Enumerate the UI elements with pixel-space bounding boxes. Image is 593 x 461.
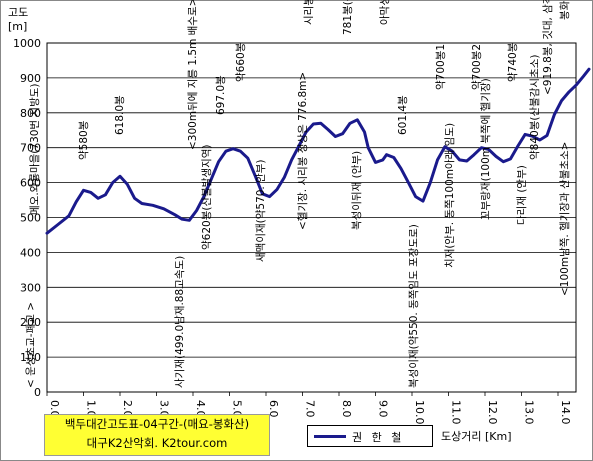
y-tick-label: 100 <box>20 351 41 364</box>
waypoint-label: 약620봉(산불발생지역) <box>201 144 213 250</box>
x-tick-label: 12.0 <box>486 400 499 425</box>
x-tick-label: 14.0 <box>559 400 572 425</box>
y-tick-label: 900 <box>20 72 41 85</box>
y-tick-label: 600 <box>20 177 41 190</box>
waypoint-label: 새맥이재(약570. 안부) <box>255 159 267 262</box>
x-tick-label: 1.0 <box>85 400 98 418</box>
y-tick-label: 200 <box>20 316 41 329</box>
waypoint-label: 아막성터(돌무더기) <box>379 0 391 25</box>
waypoint-label: 치재(안부. 동쪽100m아래 임도) <box>443 123 456 268</box>
y-axis-title: 고도 <box>8 6 29 19</box>
waypoint-label: 약700봉1 <box>435 44 447 90</box>
y-tick-label: 400 <box>20 246 41 259</box>
waypoint-label: 복성이재(약550. 동쪽임도 포장도로) <box>407 224 420 388</box>
waypoint-label: <300m뒤에 지릉 1.5m 배수로> <box>187 0 199 150</box>
waypoint-label: < 운성초교-폐교 > <box>25 302 37 388</box>
info-box: 백두대간고도표-04구간-(매요-봉화산) 대구K2산악회. K2tour.co… <box>44 414 270 456</box>
x-axis-label: 도상거리 [Km] <box>441 430 512 443</box>
x-tick-label: 3.0 <box>158 400 171 418</box>
waypoint-label: 봉화산 <box>559 0 571 20</box>
waypoint-label: 꼬부랑재(100m 북쪽에 헬기장) <box>480 78 492 220</box>
elevation-line <box>45 67 591 235</box>
waypoint-label: 복성이뒤재 (안부) <box>351 151 363 230</box>
x-tick-label: 13.0 <box>523 400 536 425</box>
waypoint-label: <919.8봉, 깃대, 삼각점23> <box>542 0 554 95</box>
waypoint-label: <헬기장. 시리봉 정상은 776.8m> <box>297 72 309 230</box>
y-tick-label: 700 <box>20 142 41 155</box>
info-line-1: 백두대간고도표-04구간-(매요-봉화산) <box>64 417 250 431</box>
waypoint-label: 약740봉 <box>507 42 519 82</box>
waypoint-label: 618.0봉 <box>114 95 126 135</box>
waypoint-label: 사기재(499.0남재.88고속도) <box>174 256 186 388</box>
waypoint-label: 697.0봉 <box>215 75 227 115</box>
x-tick-label: 7.0 <box>304 400 317 418</box>
x-tick-label: 5.0 <box>231 400 244 418</box>
x-tick-label: 0.0 <box>48 400 61 418</box>
x-tick-label: 10.0 <box>413 400 426 425</box>
waypoint-label: 다리재 (안부) <box>516 165 528 225</box>
x-tick-label: 9.0 <box>377 400 390 418</box>
waypoint-label: 781봉(북쪽꺾지) <box>342 0 354 35</box>
y-tick-label: 0 <box>34 386 41 399</box>
y-tick-label: 300 <box>20 281 41 294</box>
y-tick-label: 500 <box>20 212 41 225</box>
info-line-2: 대구K2산악회. K2tour.com <box>86 436 228 450</box>
x-tick-label: 6.0 <box>267 400 280 418</box>
waypoint-label: 시리봉 삼거리 <box>303 0 315 25</box>
y-axis-unit: [m] <box>8 20 28 33</box>
legend: 권 한 철 <box>307 425 433 447</box>
legend-label: 권 한 철 <box>352 431 405 444</box>
x-tick-label: 4.0 <box>194 400 207 418</box>
x-tick-label: 2.0 <box>121 400 134 418</box>
waypoint-label: 601.4봉 <box>397 95 409 135</box>
x-tick-label: 11.0 <box>450 400 463 425</box>
waypoint-label: 약580봉 <box>78 120 90 160</box>
y-tick-label: 800 <box>20 107 41 120</box>
legend-line-swatch <box>314 435 346 438</box>
waypoint-label: 약660봉 <box>235 42 247 82</box>
x-tick-label: 8.0 <box>340 400 353 418</box>
waypoint-label: <100m남쪽. 헬기장과 산불초소> <box>559 142 571 296</box>
waypoint-label: 약840봉(산불감시초소) <box>529 54 541 160</box>
waypoint-label: 약700봉2 <box>471 44 483 90</box>
y-tick-label: 1000 <box>13 37 41 50</box>
waypoint-label: 메오.와룡마을(730번 지방도) <box>29 83 41 215</box>
